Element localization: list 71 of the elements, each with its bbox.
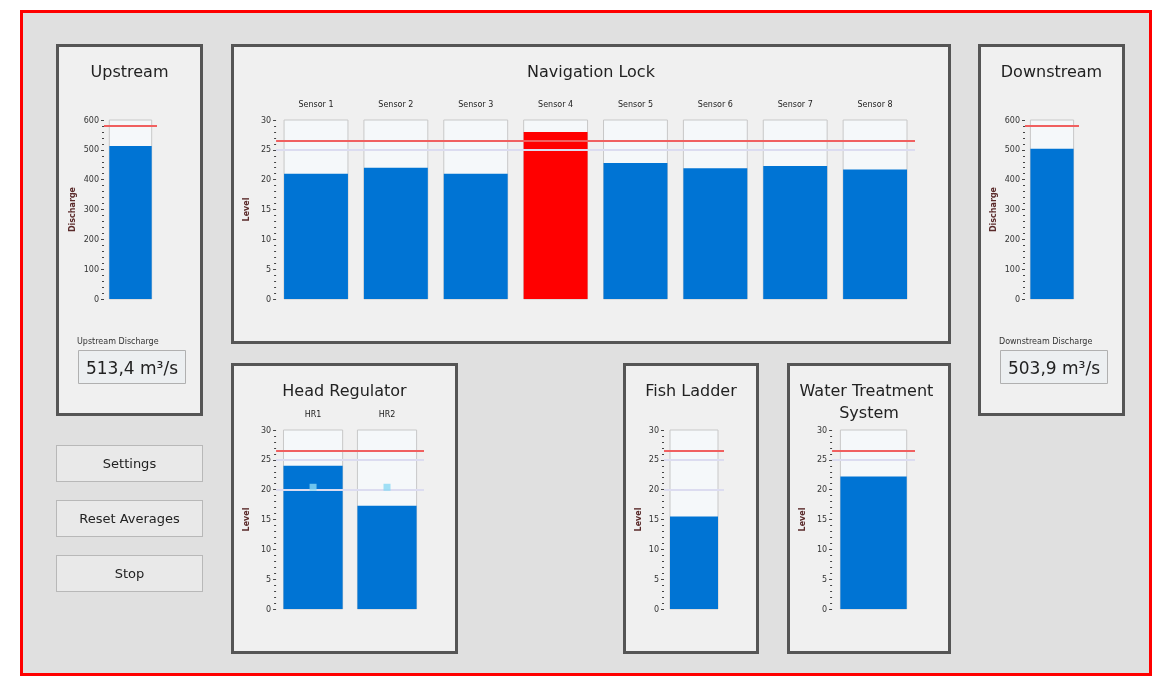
- chart-title: Downstream: [1000, 61, 1103, 81]
- chart-title: Water Treatment System: [799, 380, 939, 422]
- y-tick-label: 10: [260, 544, 272, 554]
- y-tick-label: 0: [653, 604, 659, 614]
- y-axis-title: Level: [241, 507, 251, 532]
- y-tick-label: 25: [816, 455, 828, 465]
- y-tick-label: 25: [260, 145, 272, 155]
- y-axis-title: Discharge: [988, 186, 998, 233]
- y-tick-label: 0: [821, 604, 828, 614]
- y-tick-label: 400: [1004, 175, 1020, 185]
- y-tick-label: 5: [821, 574, 828, 584]
- y-tick-label: 20: [648, 485, 659, 495]
- x-tick-label: Sensor 4: [538, 99, 574, 109]
- y-tick-label: 15: [260, 205, 272, 214]
- y-tick-label: 0: [93, 294, 99, 304]
- y-tick-label: 25: [648, 455, 659, 465]
- text: Upstream Discharge: [77, 336, 159, 346]
- text: Reset Averages: [79, 511, 180, 526]
- chart-title: Navigation Lock: [527, 61, 656, 81]
- y-tick-label: 5: [265, 574, 272, 584]
- y-tick-label: 500: [1004, 145, 1020, 155]
- y-tick-label: 10: [648, 544, 659, 554]
- chart-title: Head Regulator: [282, 380, 408, 400]
- text: 513,4 m³/s: [85, 357, 179, 378]
- text: Stop: [114, 566, 145, 581]
- y-tick-label: 0: [1014, 294, 1020, 304]
- y-tick-label: 400: [83, 175, 99, 185]
- y-tick-label: 600: [83, 115, 99, 125]
- y-tick-label: 5: [653, 574, 659, 584]
- x-tick-label: HR2: [378, 409, 396, 419]
- x-tick-label: Sensor 2: [378, 99, 414, 109]
- y-tick-label: 20: [260, 485, 272, 495]
- y-axis-title: Discharge: [67, 186, 77, 233]
- y-tick-label: 100: [1004, 264, 1020, 274]
- chart-title: Upstream: [90, 61, 169, 81]
- y-tick-label: 500: [83, 145, 99, 155]
- text: Settings: [102, 456, 157, 471]
- x-tick-label: Sensor 6: [697, 99, 733, 109]
- y-tick-label: 30: [648, 425, 659, 435]
- y-tick-label: 5: [265, 264, 272, 274]
- y-axis-title: Level: [797, 507, 807, 532]
- y-tick-label: 15: [816, 515, 828, 524]
- y-tick-label: 30: [260, 425, 272, 435]
- x-tick-label: HR1: [304, 409, 322, 419]
- y-tick-label: 15: [648, 515, 659, 524]
- y-tick-label: 200: [83, 234, 99, 244]
- y-tick-label: 300: [1004, 205, 1020, 214]
- x-tick-label: Sensor 5: [617, 99, 653, 109]
- y-tick-label: 10: [260, 234, 272, 244]
- y-tick-label: 600: [1004, 115, 1020, 125]
- x-tick-label: Sensor 8: [857, 99, 893, 109]
- x-tick-label: Sensor 1: [298, 99, 334, 109]
- y-tick-label: 30: [816, 425, 828, 435]
- chart-title: Fish Ladder: [645, 380, 738, 400]
- text: Downstream Discharge: [999, 336, 1093, 346]
- y-tick-label: 0: [265, 294, 272, 304]
- y-tick-label: 0: [265, 604, 272, 614]
- y-tick-label: 30: [260, 115, 272, 125]
- x-tick-label: Sensor 3: [458, 99, 494, 109]
- y-tick-label: 10: [816, 544, 828, 554]
- y-tick-label: 20: [816, 485, 828, 495]
- y-tick-label: 25: [260, 455, 272, 465]
- text: 503,9 m³/s: [1007, 357, 1101, 378]
- y-axis-title: Level: [633, 507, 643, 532]
- y-tick-label: 100: [83, 264, 99, 274]
- y-tick-label: 300: [83, 205, 99, 214]
- y-tick-label: 15: [260, 515, 272, 524]
- y-tick-label: 20: [260, 175, 272, 185]
- x-tick-label: Sensor 7: [777, 99, 813, 109]
- y-tick-label: 200: [1004, 234, 1020, 244]
- y-axis-title: Level: [241, 197, 251, 222]
